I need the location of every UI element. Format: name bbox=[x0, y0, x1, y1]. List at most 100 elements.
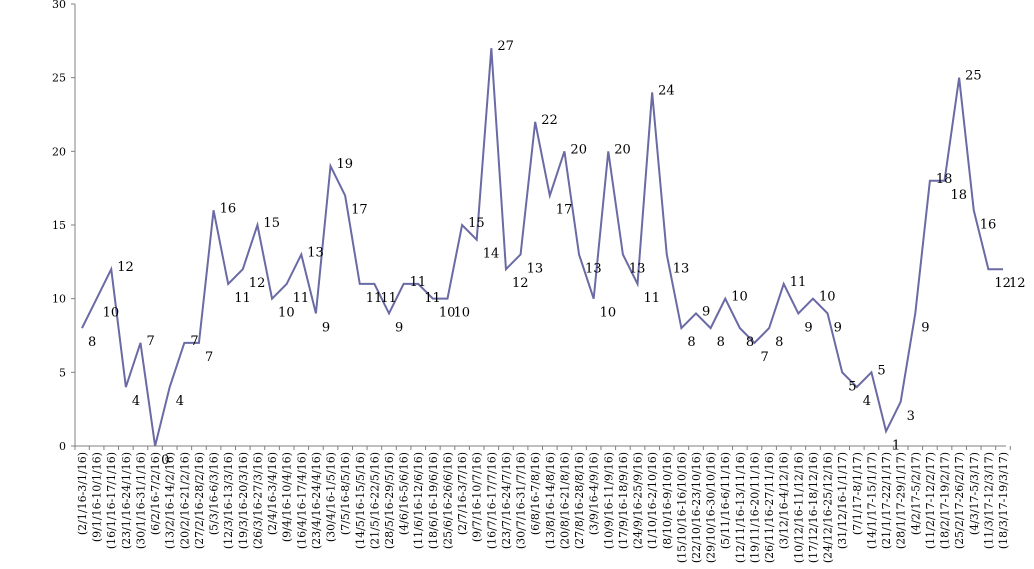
x-tick-label: (6/8/16-7/8/16) bbox=[529, 452, 542, 535]
x-tick-label: (26/3/16-27/3/16) bbox=[251, 452, 264, 549]
x-tick-label: (13/2/16-14/2/16) bbox=[164, 452, 177, 549]
data-label: 10 bbox=[278, 306, 295, 321]
data-label: 27 bbox=[497, 39, 514, 54]
data-label: 8 bbox=[687, 335, 695, 350]
x-tick-label: (23/1/16-24/1/16) bbox=[120, 452, 133, 549]
x-tick-label: (20/8/16-21/8/16) bbox=[558, 452, 571, 549]
x-tick-label: (18/3/17-19/3/17) bbox=[997, 452, 1010, 549]
series-plot bbox=[81, 48, 1003, 447]
x-tick-label: (17/12/16-18/12/16) bbox=[807, 452, 820, 563]
x-tick-label: (19/3/16-20/3/16) bbox=[237, 452, 250, 549]
x-tick-label: (26/11/16-27/11/16) bbox=[763, 452, 776, 563]
data-label: 5 bbox=[877, 363, 885, 378]
data-label: 11 bbox=[380, 291, 397, 306]
data-label: 9 bbox=[395, 320, 403, 335]
x-tick-label: (29/10/16-30/10/16) bbox=[705, 452, 718, 563]
x-tick-label: (10/9/16-11/9/16) bbox=[602, 452, 615, 549]
data-label: 14 bbox=[483, 247, 500, 262]
data-label: 13 bbox=[585, 261, 602, 276]
data-label: 11 bbox=[234, 291, 251, 306]
x-tick-label: (2/7/16-3/7/16) bbox=[456, 452, 469, 535]
data-label: 17 bbox=[351, 203, 368, 218]
data-label: 18 bbox=[936, 172, 953, 187]
data-label: 10 bbox=[819, 290, 836, 305]
x-tick-label: (5/3/16-6/3/16) bbox=[208, 452, 221, 535]
data-label: 12 bbox=[994, 276, 1011, 291]
x-tick-label: (28/5/16-29/5/16) bbox=[383, 452, 396, 549]
data-label: 13 bbox=[527, 261, 544, 276]
data-label: 20 bbox=[570, 142, 587, 157]
data-label: 9 bbox=[702, 304, 710, 319]
x-tick-label: (31/12/16-1/1/17) bbox=[836, 452, 849, 549]
x-tick-label: (23/4/16-24/4/16) bbox=[310, 452, 323, 549]
data-label: 1 bbox=[892, 438, 900, 453]
data-label: 13 bbox=[673, 261, 690, 276]
x-tick-label: (11/3/17-12/3/17) bbox=[982, 452, 995, 549]
x-tick-label: (25/2/17-26/2/17) bbox=[953, 452, 966, 549]
x-tick-label: (30/1/16-31/1/16) bbox=[134, 452, 147, 549]
x-tick-label: (28/1/17-29/1/17) bbox=[895, 452, 908, 549]
x-tick-label: (9/7/16-10/7/16) bbox=[471, 452, 484, 542]
x-tick-label: (18/6/16-19/6/16) bbox=[427, 452, 440, 549]
y-tick-label: 25 bbox=[52, 72, 66, 85]
y-tick-label: 0 bbox=[59, 440, 66, 453]
y-tick-label: 20 bbox=[52, 145, 66, 158]
data-label: 24 bbox=[658, 83, 675, 98]
x-tick-label: (14/5/16-15/5/16) bbox=[354, 452, 367, 549]
x-tick-label: (12/3/16-13/3/16) bbox=[222, 452, 235, 549]
data-label: 7 bbox=[205, 350, 213, 365]
data-label: 12 bbox=[512, 276, 529, 291]
data-label: 17 bbox=[556, 203, 573, 218]
x-tick-label: (20/2/16-21/2/16) bbox=[178, 452, 191, 549]
x-tick-label: (4/2/17-5/2/17) bbox=[909, 452, 922, 535]
x-axis: (2/1/16-3/1/16) (9/1/16-10/1/16) (16/1/16-… bbox=[74, 445, 1011, 563]
data-label: 13 bbox=[629, 261, 646, 276]
x-tick-label: (5/11/16-6/11/16) bbox=[719, 452, 732, 549]
series-line bbox=[81, 48, 1003, 447]
data-label: 9 bbox=[804, 320, 812, 335]
x-tick-label: (30/4/16-1/5/16) bbox=[325, 452, 338, 542]
data-label: 11 bbox=[410, 275, 427, 290]
x-tick-label: (30/7/16-31/7/16) bbox=[515, 452, 528, 549]
data-label: 19 bbox=[337, 157, 354, 172]
data-labels: 8101247047716111215101113919171111911111… bbox=[88, 39, 1026, 468]
data-label: 12 bbox=[117, 260, 134, 275]
x-tick-label: (18/2/17-19/2/17) bbox=[939, 452, 952, 549]
data-label: 16 bbox=[980, 217, 997, 232]
x-tick-label: (2/4/16-3/4/16) bbox=[266, 452, 279, 535]
y-tick-label: 10 bbox=[52, 293, 66, 306]
data-label: 10 bbox=[453, 306, 470, 321]
x-tick-label: (6/2/16-7/2/16) bbox=[149, 452, 162, 535]
x-tick-label: (11/6/16-12/6/16) bbox=[412, 452, 425, 549]
x-tick-label: (4/3/17-5/3/17) bbox=[968, 452, 981, 535]
data-label: 11 bbox=[366, 291, 383, 306]
x-tick-label: (24/9/16-25/9/16) bbox=[632, 452, 645, 549]
y-tick-label: 30 bbox=[52, 0, 66, 11]
data-label: 7 bbox=[760, 350, 768, 365]
data-label: 11 bbox=[644, 291, 661, 306]
x-tick-label: (27/2/16-28/2/16) bbox=[193, 452, 206, 549]
data-label: 13 bbox=[307, 245, 324, 260]
y-tick-label: 15 bbox=[52, 219, 66, 232]
data-label: 8 bbox=[775, 335, 783, 350]
data-label: 10 bbox=[600, 306, 617, 321]
x-tick-label: (13/8/16-14/8/16) bbox=[544, 452, 557, 549]
data-label: 18 bbox=[951, 188, 968, 203]
x-tick-label: (10/12/16-11/12/16) bbox=[792, 452, 805, 563]
data-label: 11 bbox=[424, 291, 441, 306]
x-tick-label: (15/10/16-16/10/16) bbox=[675, 452, 688, 563]
x-tick-label: (21/1/17-22/1/17) bbox=[880, 452, 893, 549]
x-tick-label: (7/5/16-8/5/16) bbox=[339, 452, 352, 535]
data-label: 12 bbox=[249, 276, 266, 291]
x-tick-label: (23/7/16-24/7/16) bbox=[500, 452, 513, 549]
x-tick-label: (9/1/16-10/1/16) bbox=[91, 452, 104, 542]
x-tick-label: (16/1/16-17/1/16) bbox=[105, 452, 118, 549]
data-label: 16 bbox=[220, 201, 237, 216]
data-label: 20 bbox=[614, 142, 631, 157]
data-label: 11 bbox=[790, 275, 807, 290]
x-tick-label: (3/9/16-4/9/16) bbox=[588, 452, 601, 535]
x-tick-label: (19/11/16-20/11/16) bbox=[748, 452, 761, 563]
y-axis: 0 5 10 15 20 25 30 bbox=[52, 0, 76, 453]
data-label: 4 bbox=[176, 394, 184, 409]
